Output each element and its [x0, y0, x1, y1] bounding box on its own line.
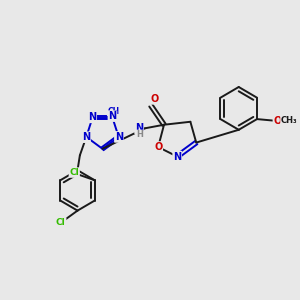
- Text: N: N: [135, 123, 143, 133]
- Text: CH₃: CH₃: [281, 116, 298, 125]
- Text: CH: CH: [107, 106, 119, 116]
- Text: O: O: [154, 142, 162, 152]
- Text: O: O: [150, 94, 158, 104]
- Text: N: N: [108, 111, 116, 121]
- Text: N: N: [115, 132, 123, 142]
- Text: Cl: Cl: [56, 218, 66, 227]
- Text: O: O: [273, 116, 282, 126]
- Text: Cl: Cl: [69, 168, 79, 177]
- Text: N: N: [82, 132, 90, 142]
- Text: N: N: [173, 152, 181, 161]
- Text: H: H: [136, 130, 143, 139]
- Text: N: N: [88, 112, 96, 122]
